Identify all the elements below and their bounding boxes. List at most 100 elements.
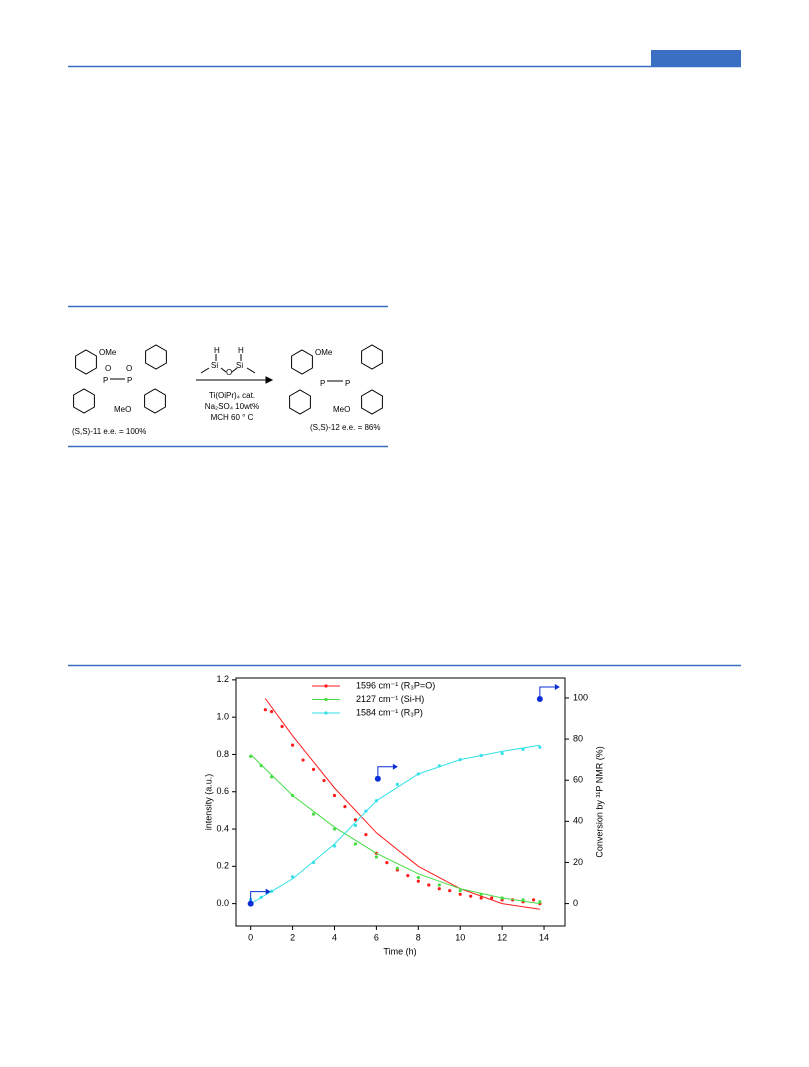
data-point — [427, 883, 431, 887]
data-point — [364, 833, 368, 837]
x-tick-label: 8 — [416, 932, 421, 942]
benzene-ring — [145, 344, 167, 370]
data-point — [479, 892, 483, 896]
fit-line — [264, 698, 540, 910]
x-tick-label: 6 — [374, 932, 379, 942]
y-axis-label: intensity (a.u.) — [203, 774, 213, 831]
data-point — [259, 895, 263, 900]
atom-label: OMe — [315, 348, 333, 357]
data-point — [406, 874, 410, 878]
data-point — [448, 888, 452, 893]
y-tick-label: 0.8 — [216, 749, 229, 759]
axis-arrow — [377, 766, 393, 779]
data-point — [374, 799, 379, 803]
y-tick-label: 1.0 — [216, 712, 229, 722]
legend-marker — [324, 711, 328, 715]
data-point — [479, 753, 483, 758]
x-tick-label: 4 — [332, 932, 337, 942]
data-point — [353, 818, 358, 822]
data-point — [332, 844, 337, 848]
data-point — [259, 764, 263, 768]
data-point — [521, 898, 525, 902]
data-point — [332, 827, 337, 831]
x-tick-label: 2 — [290, 932, 295, 942]
data-point — [290, 793, 295, 798]
data-point — [458, 758, 462, 762]
legend-marker — [324, 697, 328, 702]
legend-label: 1584 cm⁻¹ (R₃P) — [356, 707, 423, 717]
axis-arrowhead — [392, 763, 398, 770]
y-tick-label: 0.6 — [216, 786, 229, 796]
y2-tick-label: 80 — [573, 733, 583, 743]
bond — [231, 367, 238, 373]
atom-label: P — [127, 376, 132, 385]
data-point — [280, 724, 284, 729]
data-point — [270, 775, 274, 779]
benzene-ring — [291, 349, 313, 375]
data-point — [374, 855, 379, 859]
y-tick-label: 0.0 — [216, 898, 229, 908]
data-point — [458, 892, 462, 896]
y2-axis-label: Conversion by ³¹P NMR (%) — [594, 746, 604, 857]
benzene-ring — [144, 388, 166, 414]
y2-tick-label: 60 — [573, 775, 583, 785]
data-point — [290, 875, 295, 879]
y2-tick-label: 100 — [573, 692, 588, 702]
atom-label: P — [320, 379, 325, 388]
x-tick-label: 12 — [497, 932, 507, 942]
atom-label: Si — [211, 361, 218, 370]
y2-tick-label: 0 — [573, 898, 578, 908]
benzene-ring — [75, 349, 97, 375]
data-point — [479, 896, 483, 900]
header-tab — [651, 50, 741, 66]
data-point — [500, 896, 504, 900]
bond — [200, 367, 210, 374]
atom-label: H — [214, 346, 220, 355]
data-point — [500, 751, 504, 756]
data-point — [322, 778, 326, 783]
benzene-ring — [73, 388, 95, 414]
data-point — [311, 860, 316, 865]
benzene-ring — [289, 389, 311, 415]
data-point — [343, 805, 347, 809]
fit-line — [250, 744, 540, 905]
data-point — [469, 894, 473, 898]
atom-label: MeO — [333, 405, 350, 414]
scheme: OMe O O P P MeO (S,S)-11 e.e. = 100% H H… — [72, 344, 383, 436]
data-point — [353, 842, 358, 846]
data-point — [263, 708, 267, 712]
y-tick-label: 0.4 — [216, 823, 229, 833]
atom-label: MeO — [114, 405, 131, 414]
atom-label: O — [126, 364, 132, 373]
data-point — [332, 793, 337, 798]
data-point — [364, 809, 368, 813]
benzene-ring — [361, 389, 383, 415]
axis-arrowhead — [265, 888, 271, 895]
data-point — [437, 887, 441, 891]
data-point — [416, 875, 420, 880]
legend-label: 1596 cm⁻¹ (R₃P=O) — [356, 680, 435, 690]
axis-arrow — [250, 891, 266, 904]
y2-tick-label: 40 — [573, 816, 583, 826]
atom-label: O — [105, 364, 111, 373]
data-point — [249, 754, 253, 758]
axis-arrowhead — [554, 683, 560, 690]
data-point — [395, 782, 399, 786]
atom-label: P — [103, 376, 108, 385]
data-point — [437, 764, 441, 768]
legend-label: 2127 cm⁻¹ (Si-H) — [356, 694, 424, 704]
atom-label: Si — [236, 361, 243, 370]
data-point — [385, 861, 389, 865]
data-point — [311, 812, 316, 816]
atom-label: P — [345, 379, 350, 388]
data-point — [531, 898, 536, 902]
data-point — [290, 743, 295, 747]
data-point — [437, 883, 441, 887]
bond — [220, 367, 227, 373]
data-point — [270, 709, 274, 714]
x-axis-label: Time (h) — [383, 946, 416, 956]
chart: Time (h) intensity (a.u.) Conversion by … — [203, 674, 604, 956]
bond — [246, 367, 256, 374]
